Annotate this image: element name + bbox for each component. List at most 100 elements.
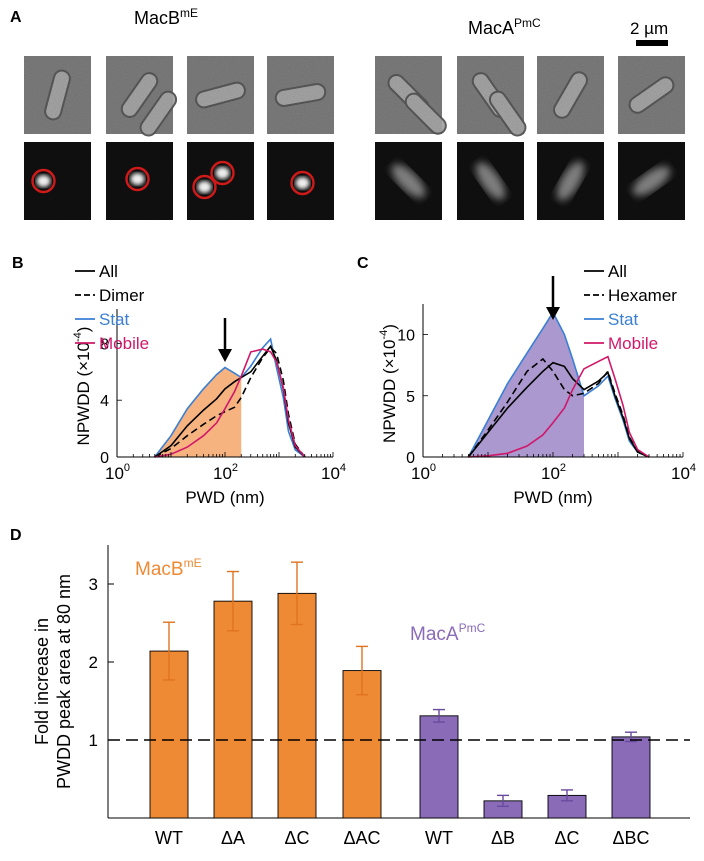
x-category-label: WT bbox=[155, 828, 183, 848]
brightfield-noise bbox=[24, 56, 91, 134]
y-axis-label-unit: (×10 bbox=[380, 340, 399, 375]
x-tick-label: 100 bbox=[105, 462, 130, 483]
brightfield-tile bbox=[106, 56, 178, 137]
series-line-dimer bbox=[154, 346, 306, 458]
bar bbox=[419, 715, 459, 819]
group-label-sup: PmC bbox=[459, 621, 486, 635]
legend-label: Dimer bbox=[99, 286, 145, 305]
spot-circle-marker bbox=[31, 168, 56, 194]
series-line-mobile bbox=[468, 355, 650, 458]
group-label-sup: mE bbox=[184, 556, 202, 570]
group-label-name: MacB bbox=[135, 559, 184, 580]
y-tick-label: 3 bbox=[89, 575, 98, 594]
x-tick-label-exp: 4 bbox=[340, 462, 346, 474]
group-label: MacAPmC bbox=[410, 621, 486, 645]
diffuse-cell-glow bbox=[632, 166, 671, 196]
x-tick-label-base: 10 bbox=[213, 464, 232, 483]
brightfield-noise bbox=[106, 56, 173, 134]
x-tick-label-exp: 0 bbox=[430, 462, 436, 474]
spot-circle-marker bbox=[290, 170, 315, 196]
x-category-label: ΔA bbox=[221, 828, 245, 848]
x-category-label: ΔAC bbox=[343, 828, 380, 848]
x-category-label: ΔBC bbox=[612, 828, 649, 848]
legend-label: Mobile bbox=[99, 334, 149, 353]
diffuse-signal bbox=[632, 166, 671, 196]
bar bbox=[213, 600, 253, 819]
x-tick-label-base: 10 bbox=[321, 464, 340, 483]
spot-circle-marker bbox=[210, 160, 235, 186]
brightfield-noise bbox=[537, 56, 604, 134]
brightfield-tile bbox=[267, 56, 334, 134]
x-tick-label-exp: 4 bbox=[690, 462, 696, 474]
panel-b-letter: B bbox=[12, 255, 24, 272]
brightfield-noise bbox=[267, 56, 334, 134]
y-axis-label-exp: -4 bbox=[72, 332, 84, 342]
brightfield-tile bbox=[375, 56, 447, 135]
x-tick-label-base: 10 bbox=[541, 464, 560, 483]
diffuse-cell-glow bbox=[391, 164, 426, 198]
series-line-hexamer bbox=[467, 357, 650, 458]
brightfield-tile bbox=[187, 56, 254, 134]
y-tick-label: 5 bbox=[406, 389, 415, 406]
shaded-peak-area bbox=[154, 367, 242, 457]
legend-label: Mobile bbox=[608, 334, 658, 353]
y-axis-label: NPWDD (×10-4) bbox=[72, 327, 93, 446]
brightfield-noise bbox=[375, 56, 442, 134]
peak-arrow-head bbox=[546, 307, 560, 320]
brightfield-tile bbox=[24, 56, 91, 134]
fluorescent-spot bbox=[130, 173, 145, 185]
y-tick-label: 4 bbox=[100, 393, 109, 410]
x-tick-label-exp: 2 bbox=[232, 462, 238, 474]
fluorescence-tile bbox=[537, 142, 604, 220]
legend-label: Hexamer bbox=[608, 286, 677, 305]
x-tick-label: 104 bbox=[321, 462, 346, 483]
diffuse-cell-glow bbox=[557, 161, 584, 201]
fluorescence-tile bbox=[187, 142, 254, 220]
panel-c-letter: C bbox=[357, 255, 369, 272]
x-tick-label-base: 10 bbox=[671, 464, 690, 483]
fluorescent-spot bbox=[295, 177, 310, 189]
fluorescent-spot bbox=[197, 181, 212, 193]
legend-label: All bbox=[608, 262, 627, 281]
group-label: MacBmE bbox=[135, 556, 202, 580]
brightfield-noise bbox=[187, 56, 254, 134]
panel-a-left-title: MacBmE bbox=[134, 6, 198, 28]
fluorescent-spot bbox=[36, 175, 51, 187]
micrograph-grid bbox=[24, 56, 685, 220]
y-axis-label-line2: PWDD peak area at 80 nm bbox=[54, 574, 74, 789]
diffuse-cell-glow bbox=[475, 162, 506, 200]
fluorescence-tile bbox=[618, 142, 685, 220]
fluorescence-tile bbox=[375, 142, 442, 220]
x-tick-label-base: 10 bbox=[411, 464, 430, 483]
x-tick-label: 100 bbox=[411, 462, 436, 483]
fluorescence-noise bbox=[24, 142, 91, 220]
bar bbox=[611, 736, 651, 819]
y-tick-label: 8 bbox=[100, 336, 109, 353]
x-tick-label-exp: 2 bbox=[560, 462, 566, 474]
x-tick-label-exp: 0 bbox=[124, 462, 130, 474]
peak-arrow-head bbox=[218, 349, 232, 362]
fluorescence-tile bbox=[457, 142, 524, 220]
series-line-mobile bbox=[154, 348, 306, 458]
diffuse-signal bbox=[391, 164, 426, 198]
fluorescence-noise bbox=[187, 142, 254, 220]
x-category-label: ΔC bbox=[284, 828, 309, 848]
y-tick-label: 1 bbox=[89, 731, 98, 750]
y-tick-label: 0 bbox=[100, 450, 109, 467]
y-axis-label-name: NPWDD bbox=[380, 374, 399, 443]
brightfield-tile bbox=[457, 56, 527, 137]
y-axis-label-close: ) bbox=[74, 327, 93, 333]
bar bbox=[277, 592, 317, 819]
y-axis-label-close: ) bbox=[380, 324, 399, 330]
panel-d-letter: D bbox=[10, 527, 22, 544]
x-tick-label: 102 bbox=[213, 462, 238, 483]
brightfield-noise bbox=[618, 56, 685, 134]
y-axis-label: NPWDD (×10-4) bbox=[378, 324, 399, 443]
x-axis-label: PWD (nm) bbox=[513, 488, 592, 507]
spot-circle-marker bbox=[125, 166, 150, 192]
diffuse-signal bbox=[475, 162, 506, 200]
brightfield-tile bbox=[618, 56, 685, 134]
x-tick-label: 102 bbox=[541, 462, 566, 483]
